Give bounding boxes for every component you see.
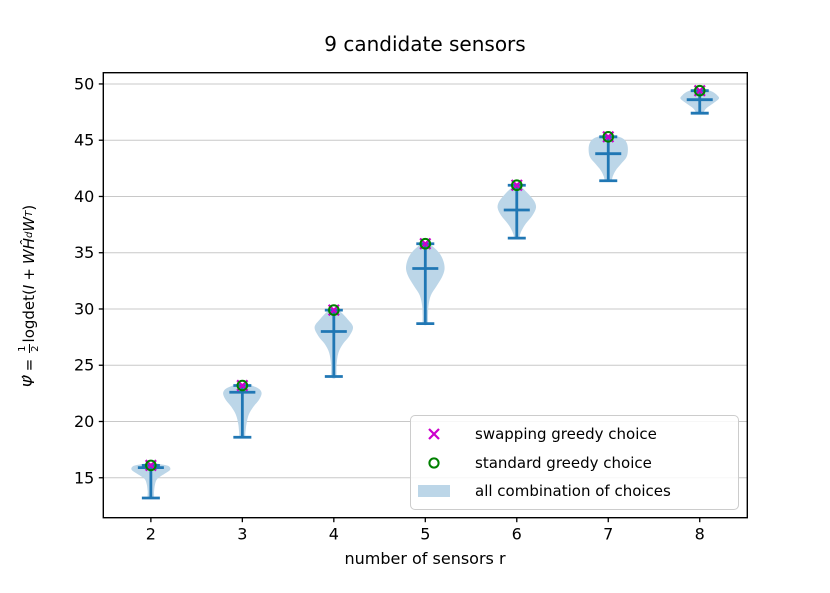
ylabel-logdet: logdet(	[20, 289, 38, 343]
standard-marker-r6	[510, 179, 523, 192]
ylabel-frac-denominator: 2	[29, 345, 41, 352]
ytick-label-15: 15	[74, 468, 94, 487]
x-marker-stroke-2	[428, 427, 440, 440]
standard-marker-r3	[236, 379, 249, 392]
xtick-label-2: 2	[146, 525, 156, 544]
legend-row-swapping: swapping greedy choice	[411, 420, 738, 448]
legend-box: swapping greedy choice standard greedy c…	[410, 415, 739, 510]
ytick-label-50: 50	[74, 74, 94, 93]
chart-title: 9 candidate sensors	[324, 32, 526, 56]
circle-marker-svg	[428, 456, 440, 469]
legend-row-combinations: all combination of choices	[411, 477, 738, 505]
standard-marker-r5	[419, 237, 432, 250]
standard-marker-r4	[328, 304, 340, 316]
ylabel-plus: +	[20, 268, 38, 281]
ylabel-close-paren: )	[20, 204, 38, 211]
circle-marker-stroke	[428, 456, 440, 469]
ylabel-w2: W	[20, 216, 38, 232]
x-marker-svg	[428, 427, 440, 440]
x-marker-icon	[417, 426, 451, 442]
xtick-label-5: 5	[420, 525, 430, 544]
xtick-label-6: 6	[512, 525, 522, 544]
ytick-label-45: 45	[74, 131, 94, 150]
ylabel-h-subscript: d	[23, 231, 35, 238]
ylabel-fraction: 1 2	[17, 344, 41, 353]
xtick-label-8: 8	[695, 525, 705, 544]
ylabel-psi-hat: Ψ̂	[20, 375, 38, 388]
xtick-label-4: 4	[329, 525, 339, 544]
ylabel-h-hat: Ĥ	[20, 237, 38, 250]
legend-label-combinations: all combination of choices	[475, 482, 671, 501]
ylabel-frac-numerator: 1	[17, 344, 30, 353]
ytick-label-30: 30	[74, 299, 94, 318]
standard-marker-r2	[145, 459, 157, 472]
ytick-label-40: 40	[74, 187, 94, 206]
legend-row-standard: standard greedy choice	[411, 449, 738, 477]
axes-frame	[102, 71, 749, 519]
standard-marker-r8	[693, 84, 706, 97]
patch-marker-svg	[418, 485, 450, 498]
ylabel-equals: =	[20, 358, 38, 372]
ytick-label-20: 20	[74, 412, 94, 431]
ylabel-w1: W	[20, 249, 38, 265]
legend-label-standard: standard greedy choice	[475, 453, 652, 472]
ylabel-identity: I	[20, 284, 38, 290]
ytick-label-35: 35	[74, 243, 94, 262]
standard-marker-r7	[602, 131, 615, 143]
ylabel-w2-superscript: T	[23, 210, 35, 217]
x-axis-label: number of sensors r	[344, 549, 506, 568]
ytick-label-25: 25	[74, 356, 94, 375]
legend-label-swapping: swapping greedy choice	[475, 424, 657, 443]
patch-marker-icon	[417, 484, 451, 498]
xtick-label-7: 7	[603, 525, 613, 544]
circle-marker-icon	[417, 455, 451, 471]
xtick-label-3: 3	[237, 525, 247, 544]
patch-marker-rect	[418, 485, 450, 498]
